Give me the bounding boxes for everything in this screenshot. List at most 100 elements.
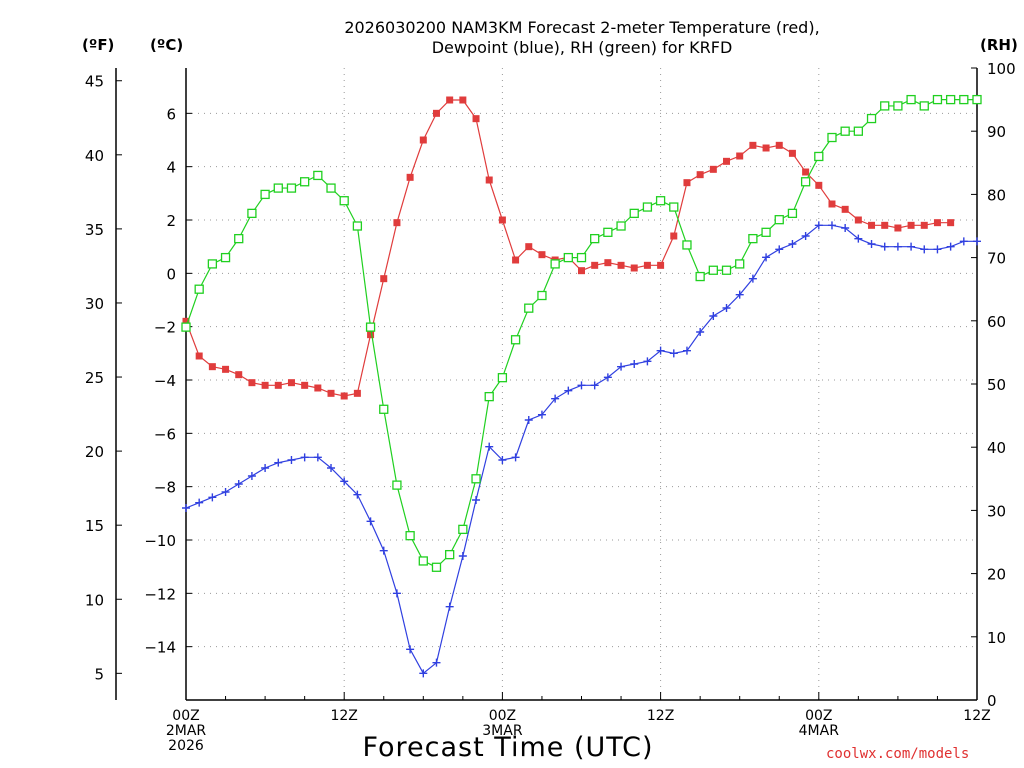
rh-point (220, 252, 231, 263)
temperature-point (314, 384, 322, 392)
dewpoint-point (313, 453, 322, 462)
dewpoint-point (617, 362, 626, 371)
temperature-point (841, 205, 849, 213)
celsius-tick-label: −8 (154, 479, 176, 497)
rh-point (590, 233, 600, 244)
temperature-point (301, 381, 309, 389)
dewpoint-point (498, 456, 507, 464)
dewpoint-point (300, 453, 309, 462)
dewpoint-point (261, 464, 270, 472)
rh-point (352, 221, 363, 231)
rh-tick-label: 80 (987, 186, 1006, 204)
dewpoint-point (327, 464, 336, 472)
temperature-point (485, 176, 493, 184)
fahrenheit-unit-label: (ºF) (82, 36, 115, 54)
dewpoint-point (709, 312, 718, 320)
celsius-unit-label: (ºC) (150, 36, 184, 54)
dewpoint-point (247, 472, 256, 480)
temperature-point (235, 371, 243, 379)
temperature-point (446, 96, 454, 104)
rh-point (431, 562, 442, 572)
fahrenheit-tick-label: 20 (85, 443, 104, 461)
dewpoint-point (274, 458, 283, 467)
rh-point (866, 113, 877, 124)
rh-point (484, 391, 494, 402)
temperature-point (881, 221, 889, 229)
rh-point (945, 94, 956, 105)
rh-point (471, 474, 481, 484)
rh-point (510, 335, 521, 345)
dewpoint-point (353, 490, 362, 499)
temperature-point (670, 232, 678, 240)
temperature-point (248, 379, 256, 387)
rh-point (800, 177, 811, 187)
celsius-tick-label: −6 (154, 425, 176, 443)
x-tick-label: 12Z (330, 708, 357, 724)
temperature-point (512, 256, 520, 264)
temperature-point (947, 219, 955, 227)
temperature-point (854, 216, 862, 224)
dewpoint-point (564, 386, 573, 395)
temperature-point (604, 259, 612, 267)
rh-tick-label: 70 (987, 250, 1006, 268)
dewpoint-point (406, 645, 415, 654)
rh-point (748, 233, 758, 244)
celsius-tick-label: −2 (154, 319, 176, 337)
rh-tick-label: 20 (987, 566, 1006, 584)
temperature-point (525, 243, 533, 251)
rh-point (379, 404, 389, 414)
temperature-point (630, 264, 638, 272)
dewpoint-point (511, 453, 520, 462)
celsius-tick-label: −12 (144, 585, 176, 603)
rh-point (458, 524, 468, 535)
dewpoint-point (445, 602, 454, 611)
dewpoint-point (643, 357, 652, 366)
chart-title-line-1: 2026030200 NAM3KM Forecast 2-meter Tempe… (344, 18, 820, 37)
source-credit[interactable]: coolwx.com/models (826, 746, 970, 762)
x-axis-title: Forecast Time (UTC) (0, 732, 1024, 763)
data-series (181, 94, 982, 678)
temperature-point (432, 109, 440, 117)
axes (115, 67, 978, 701)
rh-point (550, 259, 560, 269)
rh-point (445, 549, 455, 560)
temperature-point (459, 96, 467, 104)
rh-point (418, 556, 428, 566)
temperature-point (578, 267, 585, 275)
dewpoint-point (537, 410, 546, 419)
rh-tick-label: 30 (987, 502, 1006, 520)
rh-tick-label: 50 (987, 376, 1006, 394)
temperature-point (195, 352, 203, 360)
rh-point (234, 233, 244, 244)
rh-point (735, 259, 745, 269)
temperature-point (749, 141, 757, 149)
rh-point (827, 132, 837, 143)
temperature-point (736, 152, 744, 160)
rh-point (576, 252, 587, 263)
rh-point (524, 303, 534, 313)
temperature-point (762, 144, 770, 152)
dewpoint-point (485, 442, 494, 451)
dewpoint-point (419, 669, 428, 678)
rh-point (207, 259, 218, 269)
celsius-tick-label: 4 (166, 159, 176, 177)
celsius-tick-label: 0 (166, 265, 176, 283)
dewpoint-point (880, 242, 889, 251)
temperature-point (894, 224, 902, 232)
temperature-point (498, 216, 506, 224)
temperature-point (907, 221, 915, 229)
dewpoint-point (524, 416, 533, 424)
temperature-point (327, 389, 335, 397)
dewpoint-point (234, 480, 243, 488)
fahrenheit-tick-label: 10 (85, 591, 104, 609)
dewpoint-point (973, 237, 981, 246)
temperature-point (643, 261, 651, 269)
dewpoint-point (801, 232, 810, 240)
dewpoint-point (577, 381, 586, 390)
fahrenheit-tick-label: 5 (94, 665, 104, 683)
rh-point (260, 189, 270, 200)
dewpoint-point (841, 224, 850, 232)
rh-point (880, 101, 890, 111)
rh-tick-label: 100 (987, 60, 1016, 78)
